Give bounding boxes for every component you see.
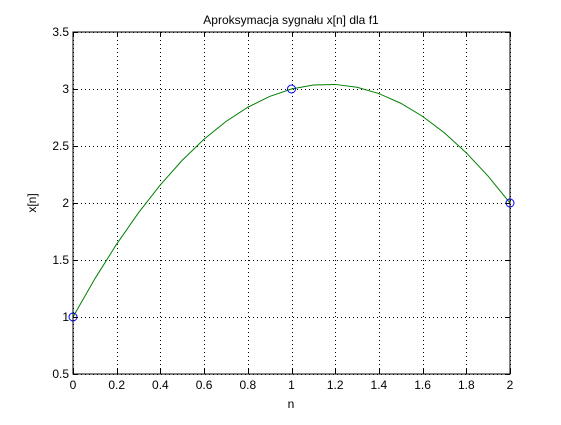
x-tick-label: 0.2	[108, 378, 125, 392]
y-tick-label: 1	[62, 310, 69, 324]
y-tick-label: 3.5	[52, 25, 69, 39]
x-axis-label: n	[288, 397, 295, 411]
x-tick-label: 1.2	[327, 378, 344, 392]
y-tick-labels: 0.5 1 1.5 2 2.5 3 3.5	[52, 25, 69, 381]
x-tick-label: 1.8	[458, 378, 475, 392]
x-tick-label: 0.4	[152, 378, 169, 392]
ticks	[73, 32, 511, 375]
x-tick-label: 1.4	[371, 378, 388, 392]
plot-area	[73, 32, 510, 374]
chart-title: Aproksymacja sygnału x[n] dla f1	[203, 13, 379, 27]
x-tick-label: 1	[288, 378, 295, 392]
grid	[73, 32, 511, 375]
y-tick-label: 2.5	[52, 139, 69, 153]
y-tick-label: 0.5	[52, 367, 69, 381]
x-tick-label: 0.8	[239, 378, 256, 392]
y-tick-label: 3	[62, 82, 69, 96]
x-tick-label: 1.6	[414, 378, 431, 392]
y-tick-label: 2	[62, 196, 69, 210]
x-tick-label: 0	[70, 378, 77, 392]
x-tick-labels: 0 0.2 0.4 0.6 0.8 1 1.2 1.4 1.6 1.8 2	[70, 378, 514, 392]
series-line	[72, 83, 511, 318]
y-tick-label: 1.5	[52, 253, 69, 267]
x-tick-label: 0.6	[196, 378, 213, 392]
data-point-marker	[287, 84, 296, 94]
x-tick-label: 2	[507, 378, 514, 392]
y-axis-label: x[n]	[25, 193, 39, 212]
